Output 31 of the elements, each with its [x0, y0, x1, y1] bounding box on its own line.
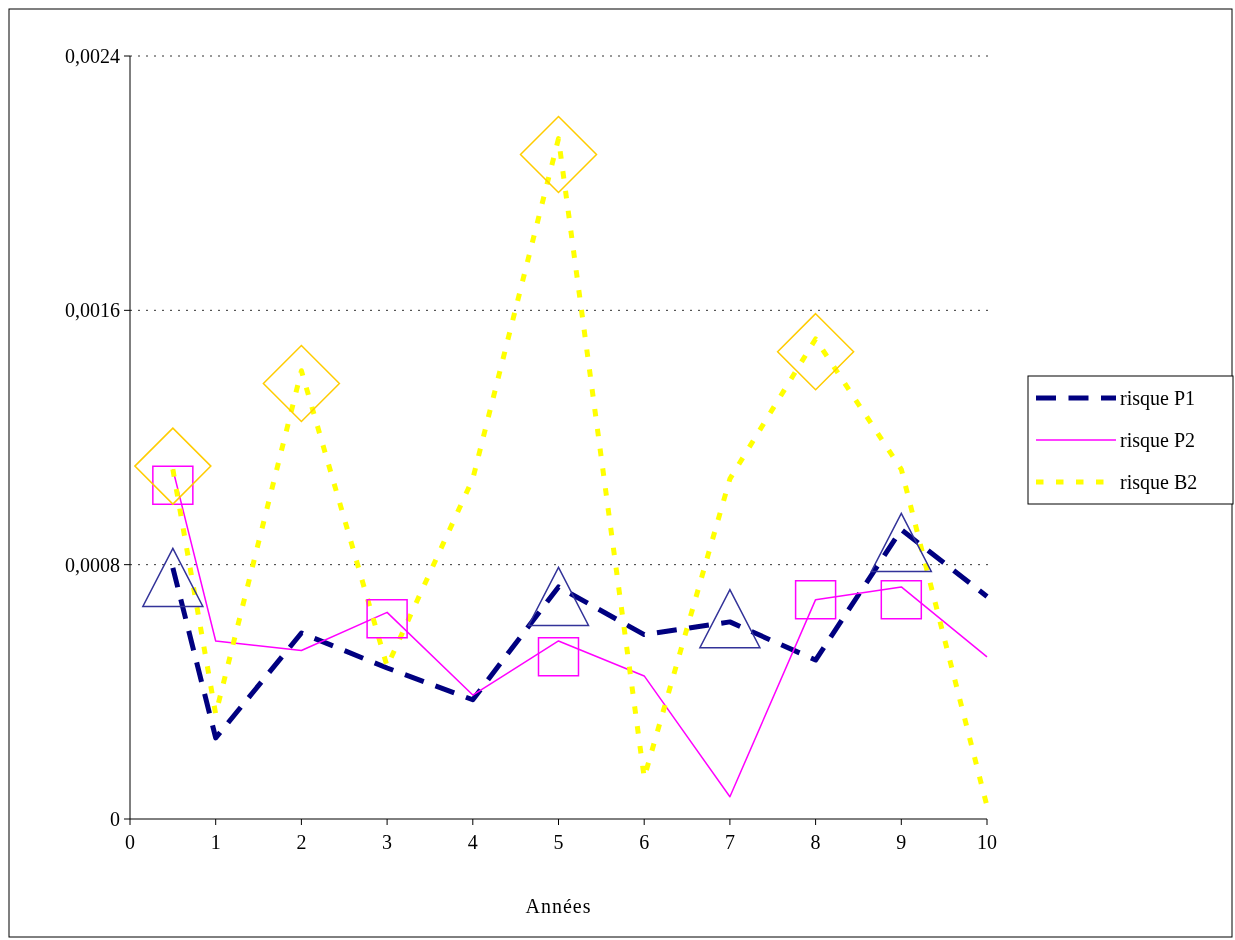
x-tick-label: 5: [553, 831, 564, 853]
x-tick-label: 9: [896, 831, 907, 853]
point: [142, 547, 204, 608]
point: [262, 344, 341, 423]
x-tick-label: 7: [724, 831, 735, 853]
x-tick-label: 2: [296, 831, 307, 853]
point: [366, 598, 408, 639]
point: [870, 512, 933, 573]
x-tick-label: 10: [977, 831, 997, 853]
x-tick-label: 4: [467, 831, 478, 853]
x-axis-title: Années: [525, 895, 592, 917]
point: [776, 312, 855, 391]
point: [527, 566, 590, 627]
x-tick-label: 6: [639, 831, 650, 853]
point: [537, 637, 580, 677]
y-tick-label: 0,0024: [65, 45, 120, 67]
x-tick-label: 8: [810, 831, 821, 853]
point: [794, 579, 837, 620]
point: [880, 579, 923, 620]
legend-label: risque P2: [1120, 429, 1195, 452]
y-tick-label: 0,0016: [65, 299, 120, 322]
point: [519, 115, 598, 194]
x-tick-label: 3: [382, 831, 393, 853]
y-tick-label: 0,0008: [65, 553, 120, 576]
point: [699, 588, 761, 649]
point: [134, 427, 212, 505]
x-tick-label: 0: [125, 831, 135, 853]
y-tick-label: 0: [110, 808, 120, 830]
legend-label: risque B2: [1120, 471, 1198, 494]
legend-label: risque P1: [1120, 387, 1195, 410]
x-tick-label: 1: [210, 831, 221, 853]
